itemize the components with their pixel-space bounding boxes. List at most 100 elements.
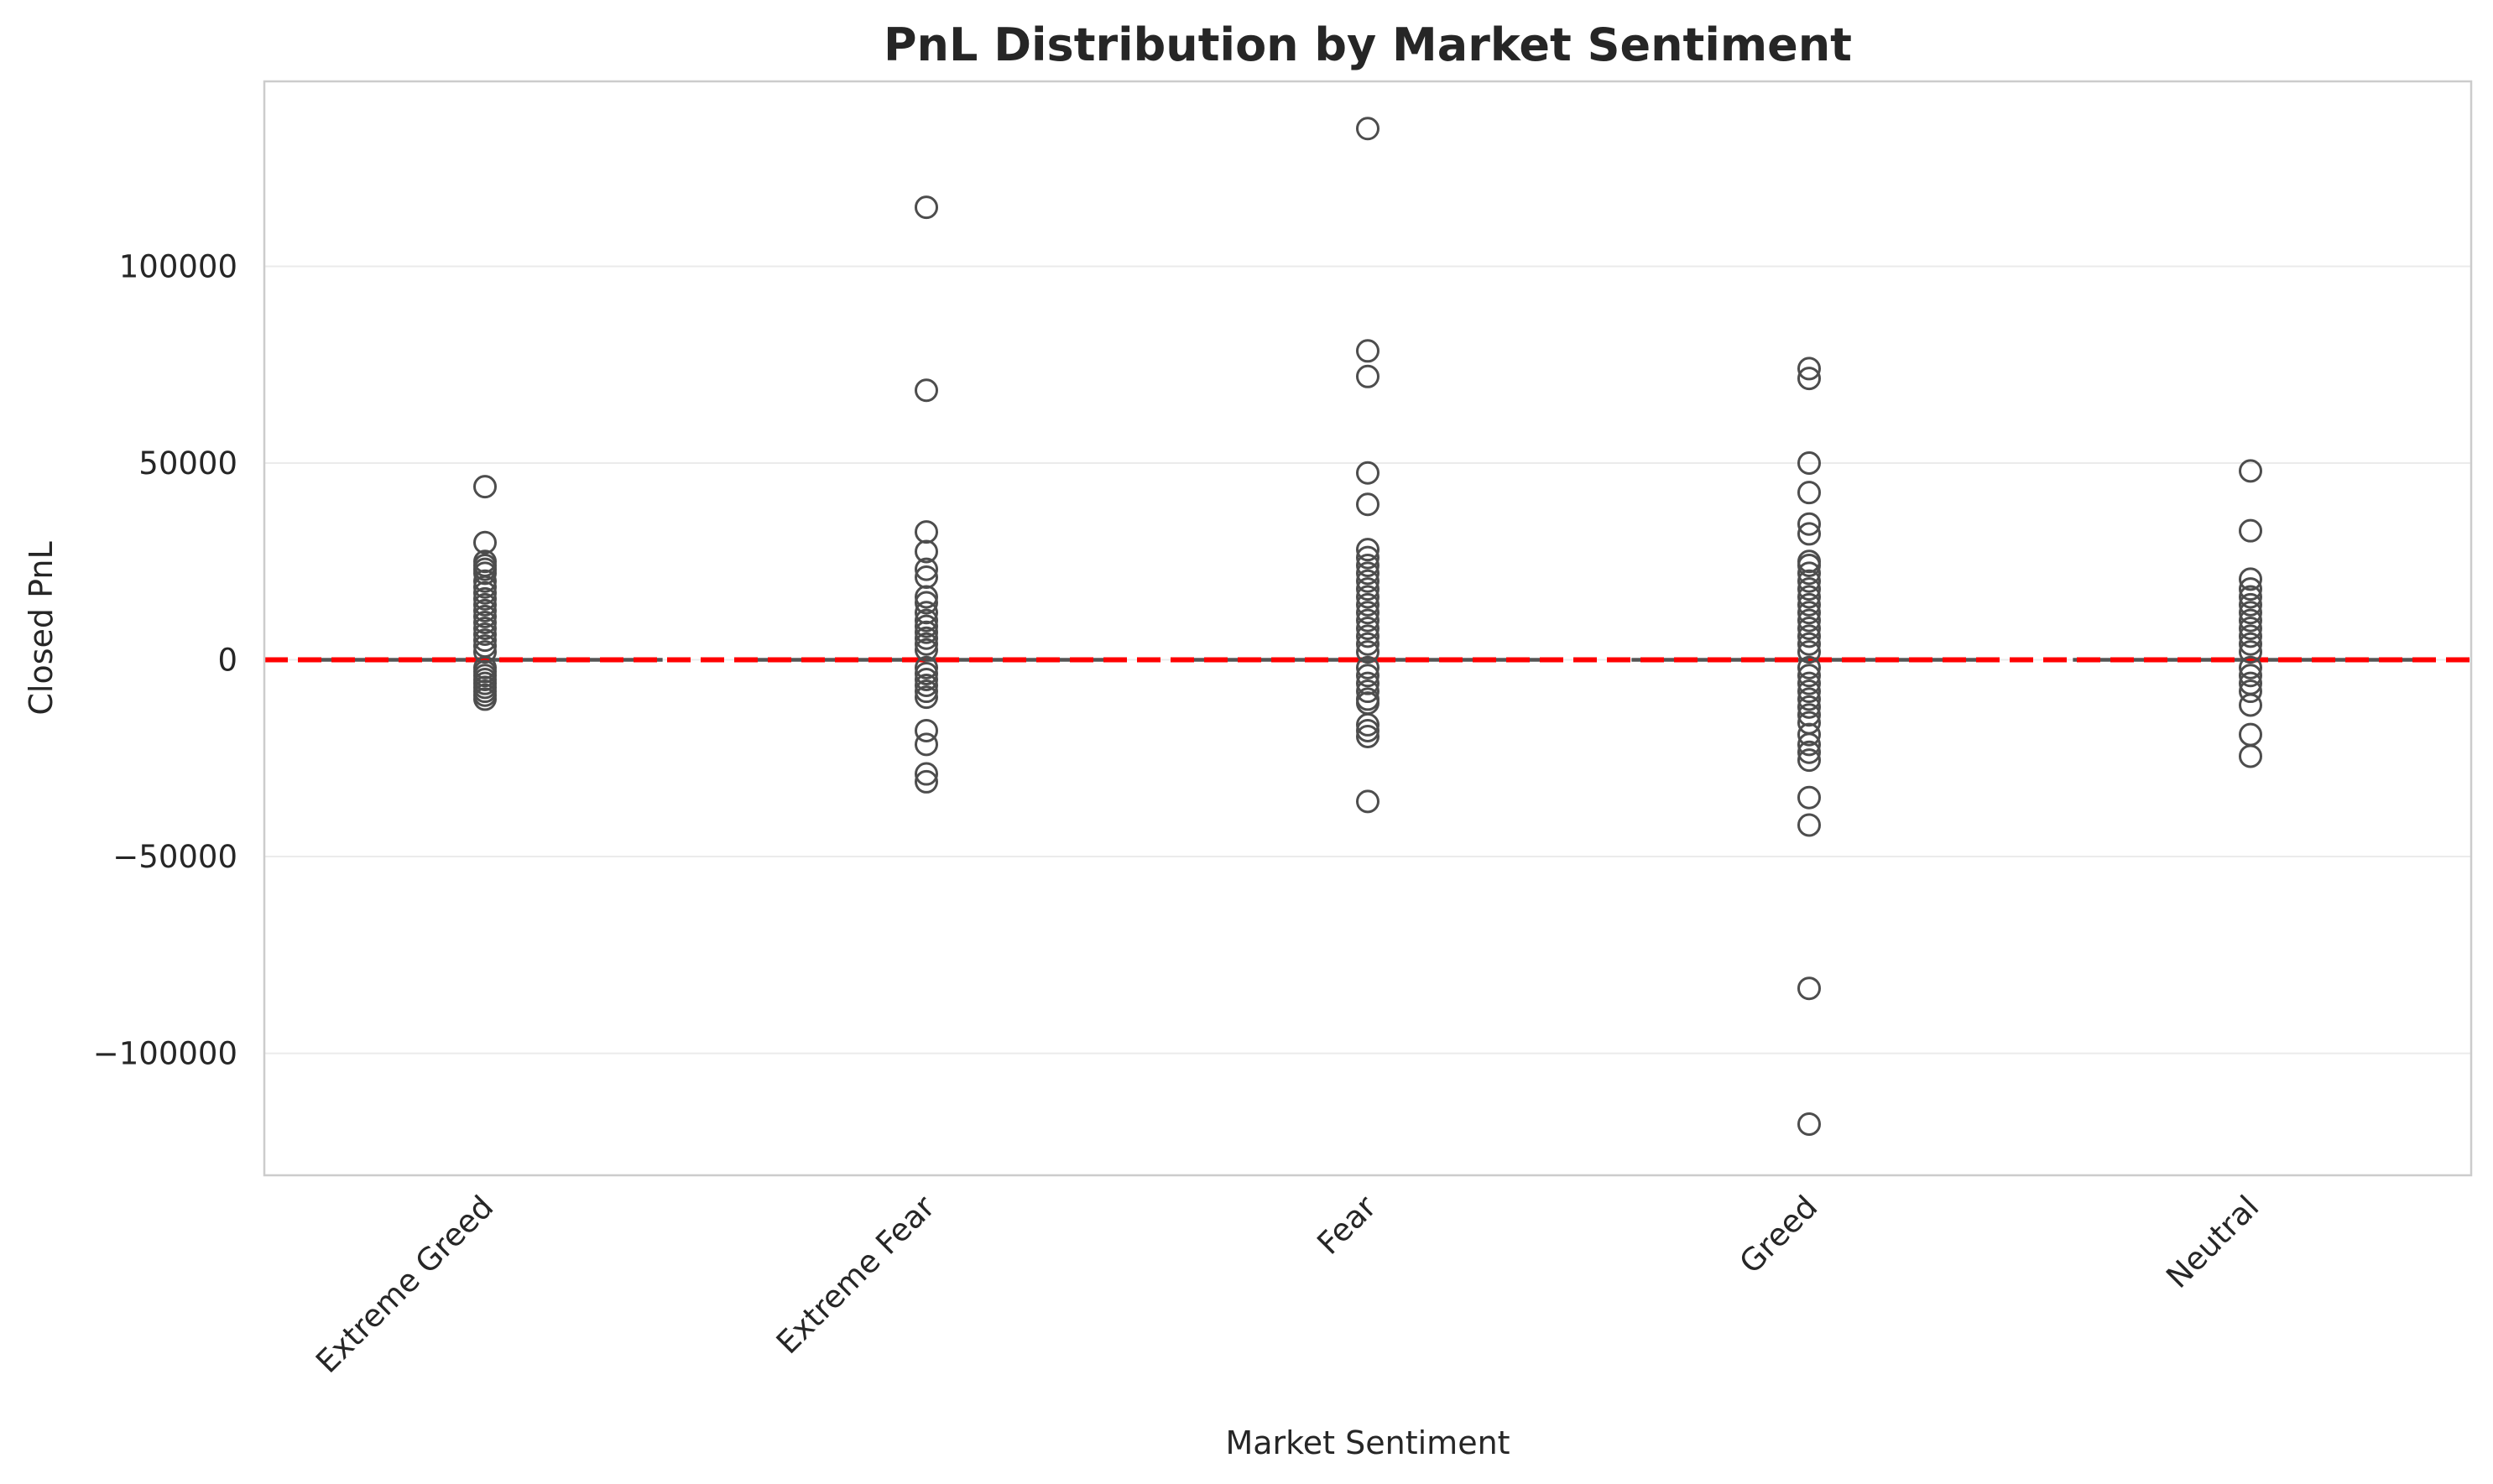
outlier-point xyxy=(473,575,497,599)
outlier-point xyxy=(1797,522,1821,546)
y-tick-label: −100000 xyxy=(93,1036,237,1072)
outlier-point xyxy=(1356,789,1379,814)
outlier-point xyxy=(1356,664,1379,688)
outlier-point xyxy=(1797,703,1821,727)
outlier-point xyxy=(915,195,938,220)
outlier-point xyxy=(2239,680,2262,704)
outlier-point xyxy=(2239,585,2262,609)
outlier-point xyxy=(1356,680,1379,704)
outlier-point xyxy=(915,565,938,590)
outlier-point xyxy=(473,569,497,593)
outlier-point xyxy=(915,632,938,656)
outlier-point xyxy=(2239,693,2262,717)
outlier-point xyxy=(915,585,938,609)
outlier-point xyxy=(1797,617,1821,640)
outlier-point xyxy=(1797,601,1821,625)
outlier-point xyxy=(1797,577,1821,601)
outlier-point xyxy=(473,687,497,711)
outlier-point xyxy=(473,598,497,622)
outlier-point xyxy=(473,604,497,628)
outlier-point xyxy=(1797,664,1821,688)
outlier-point xyxy=(1356,655,1379,680)
plot-frame xyxy=(263,80,2473,1177)
outlier-point xyxy=(1797,561,1821,586)
outlier-point xyxy=(1356,339,1379,363)
outlier-point xyxy=(915,674,938,698)
outlier-point xyxy=(473,530,497,555)
outlier-point xyxy=(1797,680,1821,704)
outlier-point xyxy=(915,661,938,685)
outlier-point xyxy=(1356,364,1379,388)
outlier-point xyxy=(473,628,497,653)
outlier-point xyxy=(473,561,497,586)
outlier-point xyxy=(1356,492,1379,517)
outlier-point xyxy=(1356,608,1379,633)
outlier-point xyxy=(915,557,938,581)
outlier-point xyxy=(915,520,938,544)
outlier-point xyxy=(1797,722,1821,747)
outlier-point xyxy=(1356,577,1379,601)
x-axis-label: Market Sentiment xyxy=(1225,1424,1510,1461)
outlier-point xyxy=(2239,592,2262,617)
outlier-point xyxy=(2239,624,2262,648)
outlier-point xyxy=(473,592,497,617)
outlier-point xyxy=(473,581,497,605)
outlier-point xyxy=(1797,608,1821,633)
outlier-point xyxy=(1797,569,1821,593)
outlier-point xyxy=(1797,740,1821,764)
outlier-point xyxy=(473,640,497,664)
outlier-point xyxy=(2239,632,2262,656)
outlier-point xyxy=(2239,655,2262,680)
outlier-point xyxy=(915,685,938,710)
outlier-point xyxy=(1797,553,1821,577)
outlier-point xyxy=(1356,617,1379,640)
outlier-point xyxy=(915,539,938,564)
outlier-point xyxy=(915,614,938,638)
outlier-point xyxy=(1797,592,1821,617)
outlier-point xyxy=(1356,592,1379,617)
outlier-point xyxy=(1797,785,1821,810)
outlier-point xyxy=(1797,1112,1821,1137)
outlier-point xyxy=(915,591,938,615)
outlier-point xyxy=(1797,976,1821,1001)
outlier-point xyxy=(1356,712,1379,737)
outlier-point xyxy=(915,378,938,403)
outlier-point xyxy=(2239,601,2262,625)
outlier-point xyxy=(915,769,938,794)
outlier-point xyxy=(473,586,497,611)
outlier-point xyxy=(473,617,497,640)
outlier-point xyxy=(1356,561,1379,586)
outlier-point xyxy=(2239,617,2262,640)
outlier-point xyxy=(915,680,938,704)
outlier-point xyxy=(1356,538,1379,562)
outlier-point xyxy=(1797,632,1821,656)
outlier-point xyxy=(2239,577,2262,601)
outlier-point xyxy=(915,620,938,644)
outlier-point xyxy=(473,610,497,634)
outlier-point xyxy=(1797,640,1821,664)
outlier-point xyxy=(1356,601,1379,625)
y-tick-labels: 100000 50000 0 −50000 −100000 xyxy=(93,248,237,1071)
outlier-point xyxy=(915,638,938,662)
y-tick-label: 100000 xyxy=(119,248,237,284)
outlier-point xyxy=(1797,585,1821,609)
outlier-point xyxy=(915,608,938,633)
outliers xyxy=(473,117,2262,1137)
outlier-point xyxy=(2239,664,2262,688)
outlier-point xyxy=(915,762,938,786)
outlier-point xyxy=(1356,569,1379,593)
outlier-point xyxy=(915,732,938,757)
outlier-point xyxy=(473,622,497,647)
y-axis-label: Closed PnL xyxy=(23,541,60,715)
outlier-point xyxy=(1356,724,1379,748)
outlier-point xyxy=(2239,640,2262,664)
outlier-point xyxy=(1797,512,1821,536)
outlier-point xyxy=(1797,671,1821,695)
outlier-point xyxy=(2239,744,2262,768)
outlier-point xyxy=(1356,461,1379,485)
outlier-point xyxy=(1356,632,1379,656)
outlier-point xyxy=(915,601,938,625)
outlier-point xyxy=(1356,640,1379,664)
outlier-point xyxy=(1797,748,1821,773)
